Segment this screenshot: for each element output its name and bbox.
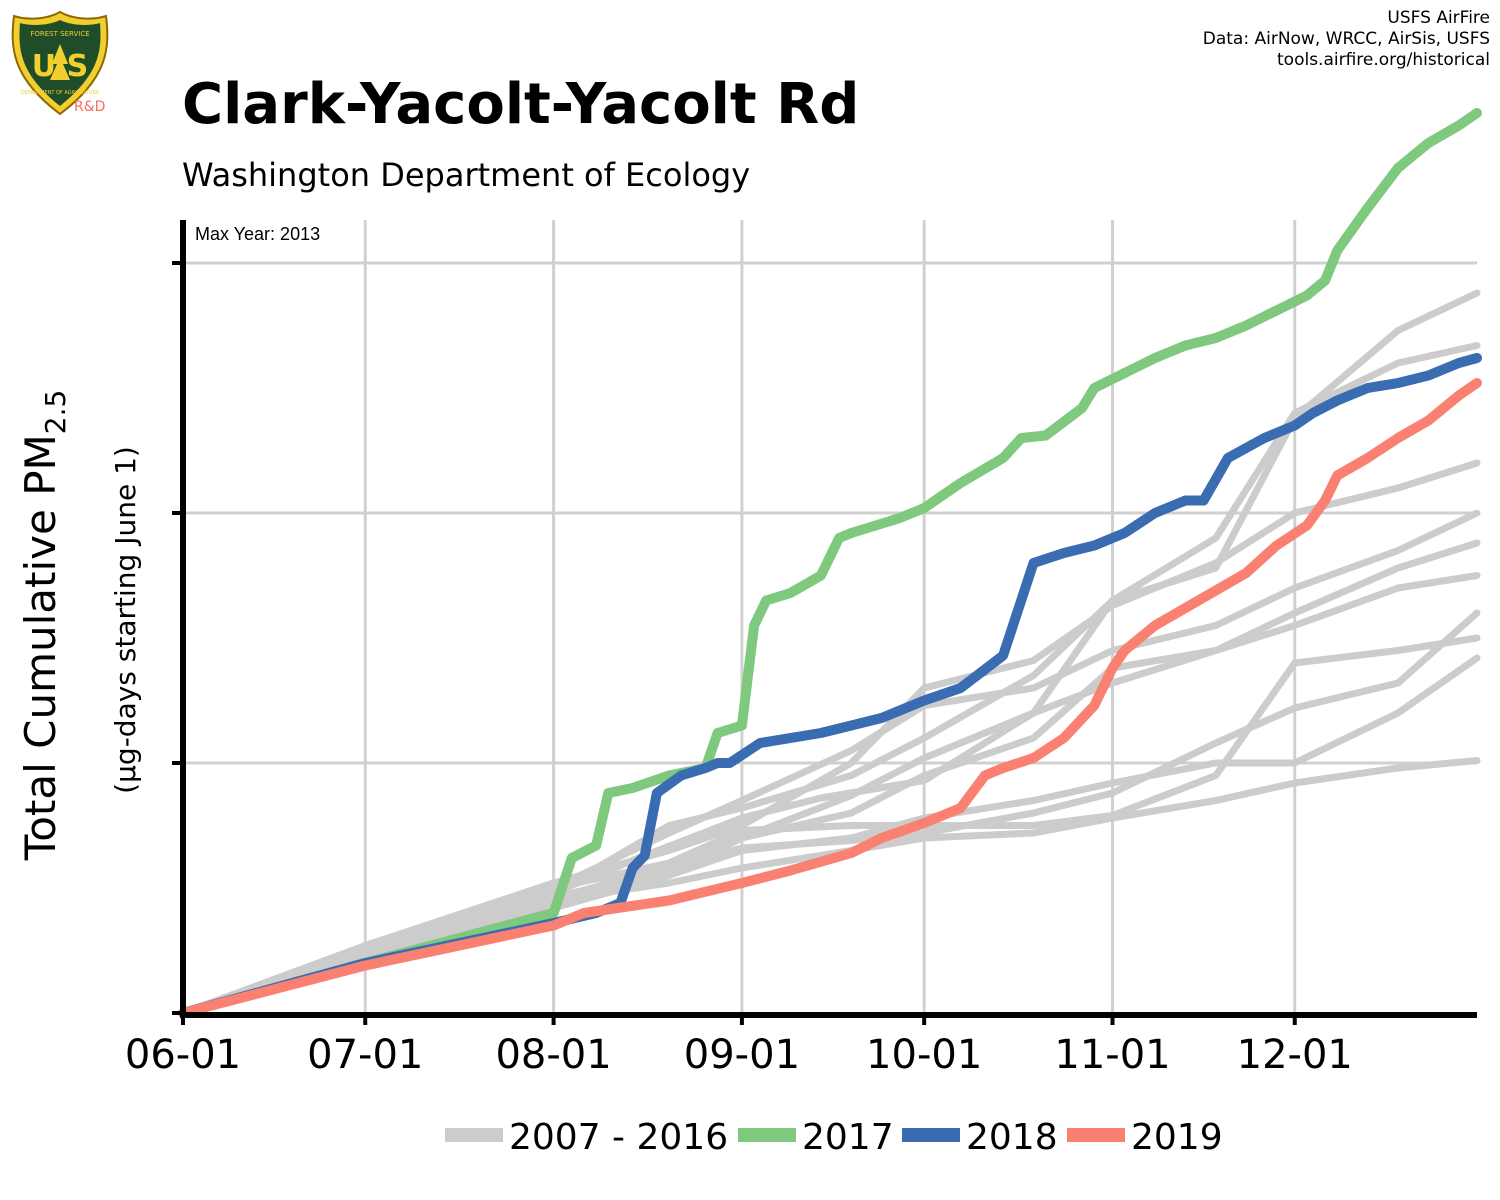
credit-line-3: tools.airfire.org/historical — [1277, 50, 1490, 70]
x-tick-label: 07-01 — [307, 1032, 423, 1078]
legend-label: 2017 — [802, 1117, 894, 1158]
legend-label: 2018 — [966, 1117, 1058, 1158]
y-axis-units: (µg-days starting June 1) — [109, 446, 142, 794]
credit-line-1: USFS AirFire — [1387, 8, 1490, 28]
series-2019-line — [178, 378, 1482, 1018]
x-tick-label: 08-01 — [495, 1032, 611, 1078]
x-tick-label: 09-01 — [684, 1032, 800, 1078]
logo-bottom-text: DEPARTMENT OF AGRICULTURE — [21, 90, 99, 96]
series-historical-line — [179, 572, 1481, 1017]
series-historical-line — [179, 289, 1481, 1017]
series-2018-line — [178, 353, 1482, 1018]
series-lines — [178, 108, 1482, 1018]
y-label-text: Total Cumulative PM — [16, 434, 65, 861]
legend: 2007 - 2016 2017 2018 2019 — [445, 1117, 1223, 1158]
series-historical-line — [179, 342, 1481, 1017]
series-historical-line — [179, 459, 1481, 1017]
page-title: Clark-Yacolt-Yacolt Rd — [182, 72, 860, 137]
logo-label: R&D — [74, 99, 106, 115]
legend-label: 2007 - 2016 — [509, 1117, 728, 1158]
x-tick-label: 06-01 — [125, 1032, 241, 1078]
logo-top-text: FOREST SERVICE — [30, 30, 89, 38]
credit-line-2: Data: AirNow, WRCC, AirSis, USFS — [1202, 29, 1490, 49]
y-axis-label: Total Cumulative PM2.5 (µg-days starting… — [16, 390, 142, 862]
page-subtitle: Washington Department of Ecology — [182, 156, 751, 194]
y-label-subscript: 2.5 — [39, 390, 72, 435]
x-tick-label: 11-01 — [1054, 1032, 1170, 1078]
series-2017-line — [178, 108, 1482, 1018]
x-tick-label: 10-01 — [866, 1032, 982, 1078]
x-tick-label: 12-01 — [1237, 1032, 1353, 1078]
legend-label: 2019 — [1131, 1117, 1223, 1158]
x-ticks: 06-01 07-01 08-01 09-01 10-01 11-01 12-01 — [125, 1013, 1353, 1078]
max-year-annotation: Max Year: 2013 — [195, 224, 320, 244]
axes — [172, 220, 1477, 1018]
usfs-logo: FOREST SERVICE U S DEPARTMENT OF AGRICUL… — [8, 8, 112, 118]
credits: USFS AirFire Data: AirNow, WRCC, AirSis,… — [1203, 8, 1490, 71]
series-historical-line — [179, 609, 1481, 1017]
tree-icon — [50, 44, 70, 80]
y-axis-label-main: Total Cumulative PM2.5 — [16, 390, 72, 862]
